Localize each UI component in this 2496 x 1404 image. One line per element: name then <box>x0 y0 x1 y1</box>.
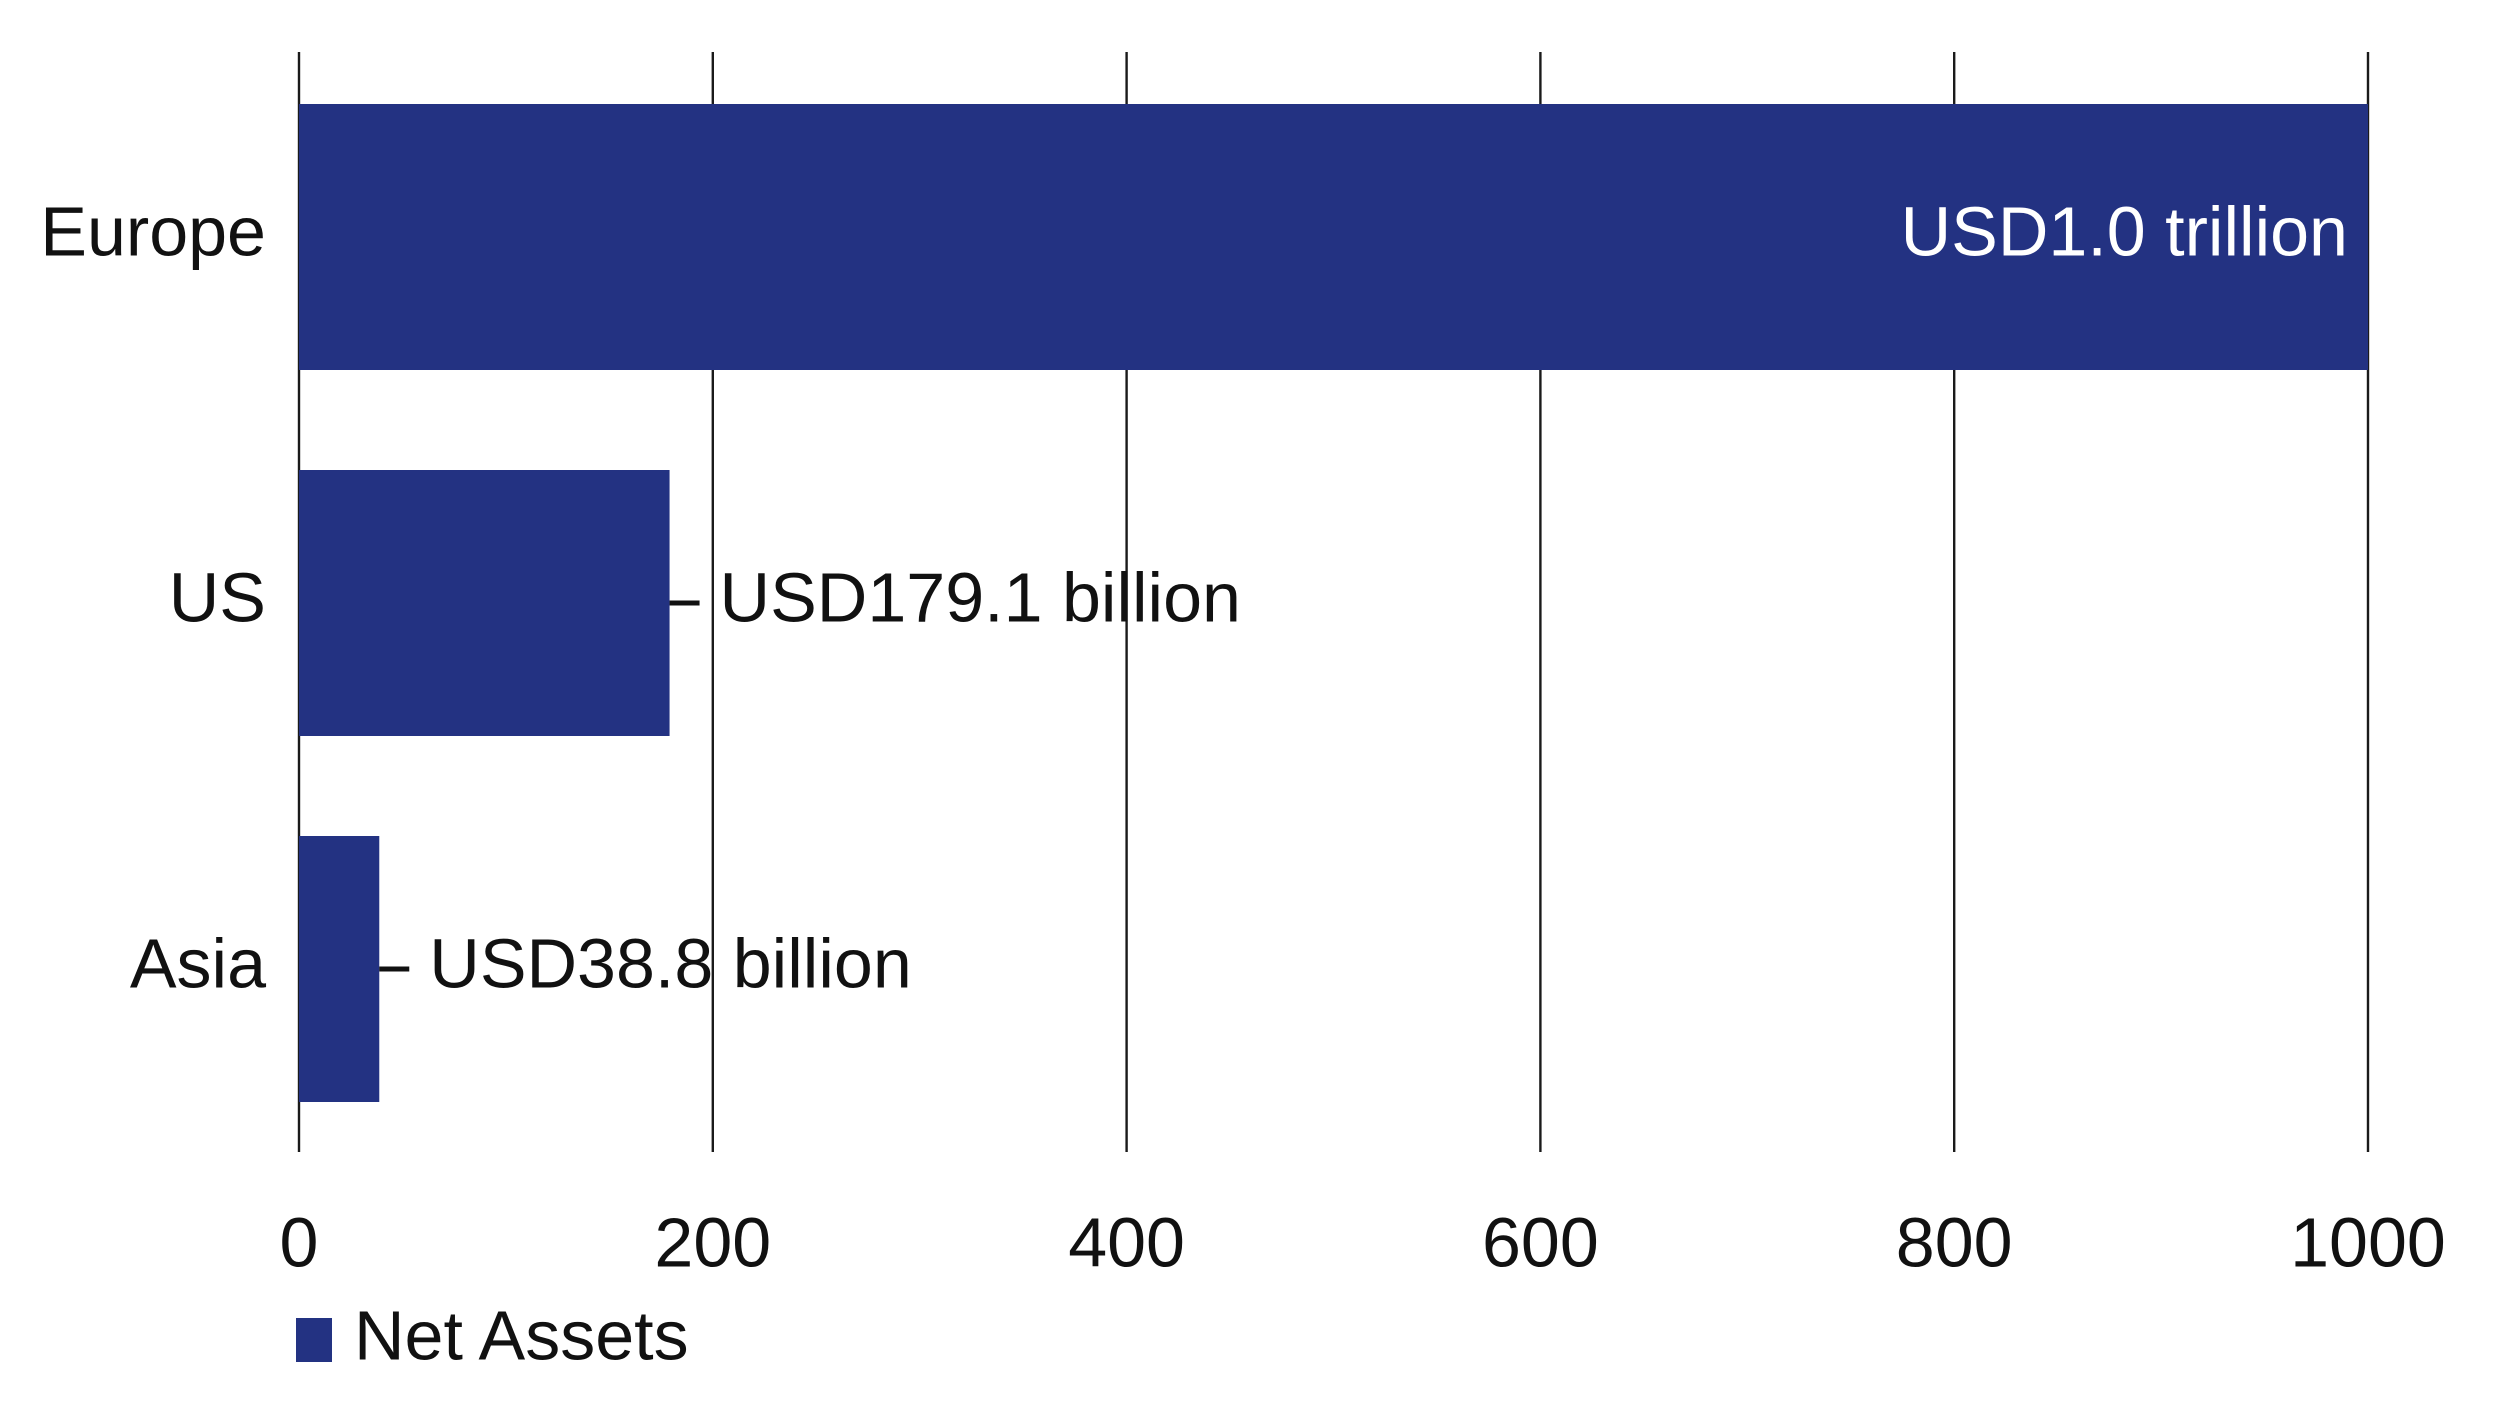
x-tick-label-0: 0 <box>280 1203 319 1281</box>
bar-asia <box>299 836 380 1102</box>
x-tick-label-400: 400 <box>1068 1203 1185 1281</box>
x-axis-tick-labels: 0 200 400 600 800 1000 <box>280 1203 2446 1281</box>
bars <box>299 104 2368 1102</box>
data-label-europe: USD1.0 trillion <box>1901 192 2348 270</box>
x-tick-label-1000: 1000 <box>2290 1203 2446 1281</box>
category-label-us: US <box>169 558 266 636</box>
x-tick-label-200: 200 <box>654 1203 771 1281</box>
data-label-us: USD179.1 billion <box>720 558 1241 636</box>
legend: Net Assets <box>296 1296 689 1374</box>
legend-label: Net Assets <box>354 1296 689 1374</box>
category-label-asia: Asia <box>130 924 266 1002</box>
category-labels: Europe US Asia <box>40 192 266 1002</box>
bar-us <box>299 470 670 736</box>
x-tick-label-600: 600 <box>1482 1203 1599 1281</box>
bar-europe <box>299 104 2368 370</box>
category-label-europe: Europe <box>40 192 266 270</box>
data-labels: USD1.0 trillion USD179.1 billion USD38.8 b… <box>379 192 2348 1002</box>
data-label-asia: USD38.8 billion <box>429 924 911 1002</box>
x-tick-label-800: 800 <box>1896 1203 2013 1281</box>
legend-swatch <box>296 1318 332 1362</box>
